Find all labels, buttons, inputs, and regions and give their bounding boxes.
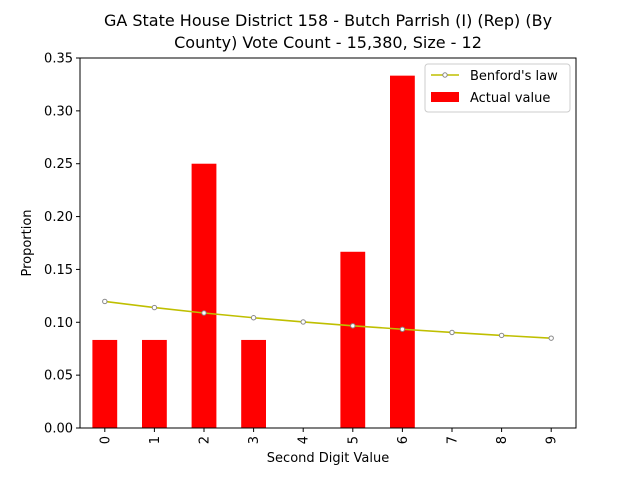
y-tick-label: 0.15 — [44, 263, 73, 278]
y-tick-label: 0.20 — [44, 210, 73, 225]
y-tick-label: 0.30 — [44, 104, 73, 119]
benford-point-3 — [250, 315, 257, 321]
x-axis: 0 1 2 3 4 5 6 7 8 9 — [98, 428, 560, 444]
bar-digit-3 — [241, 339, 266, 428]
benford-line-group — [102, 298, 554, 341]
bar-digit-0 — [92, 339, 118, 428]
benford-point-5 — [350, 323, 356, 329]
plot-frame — [79, 57, 577, 429]
legend-label-actual: Actual value — [470, 91, 550, 106]
legend: Benford's law Actual value — [424, 63, 571, 113]
x-tick-label: 1 — [148, 436, 163, 444]
legend-label-benford: Benford's law — [470, 69, 558, 84]
bar-digit-5 — [340, 251, 366, 428]
x-tick-label: 2 — [198, 436, 213, 444]
y-tick-label: 0.05 — [44, 369, 73, 384]
chart-title-line-1: GA State House District 158 - Butch Parr… — [103, 11, 553, 30]
benford-point-1 — [151, 304, 158, 311]
bars-group — [92, 75, 415, 428]
x-tick-label: 8 — [495, 436, 510, 444]
x-tick-label: 6 — [396, 436, 411, 444]
x-tick-label: 5 — [346, 436, 361, 444]
legend-bar-swatch — [431, 92, 459, 102]
benford-point-6 — [399, 326, 406, 332]
x-tick-label: 0 — [98, 436, 113, 444]
y-tick-label: 0.00 — [44, 422, 73, 437]
x-tick-label: 3 — [247, 436, 262, 444]
y-axis-label: Proportion — [20, 209, 35, 276]
benford-point-4 — [300, 319, 306, 325]
bar-digit-6 — [390, 75, 415, 428]
x-axis-label: Second Digit Value — [267, 451, 389, 466]
legend-line-marker — [442, 72, 448, 78]
x-tick-label: 9 — [545, 436, 560, 444]
y-tick-label: 0.35 — [44, 52, 73, 67]
legend-box — [424, 63, 571, 113]
benford-point-9 — [548, 335, 554, 341]
benford-line — [104, 300, 552, 339]
benford-point-8 — [498, 332, 505, 339]
x-tick-label: 7 — [446, 436, 461, 444]
y-axis: 0.00 0.05 0.10 0.15 0.20 0.25 0.30 0.35 — [44, 52, 80, 437]
bar-digit-2 — [191, 163, 217, 428]
y-tick-label: 0.25 — [44, 157, 73, 172]
benford-point-7 — [449, 329, 455, 336]
benford-point-0 — [102, 298, 108, 305]
chart-title-line-2: County) Vote Count - 15,380, Size - 12 — [174, 33, 482, 52]
x-tick-label: 4 — [297, 436, 312, 444]
y-tick-label: 0.10 — [44, 316, 73, 331]
benford-point-2 — [201, 310, 207, 316]
chart-title: GA State House District 158 - Butch Parr… — [0, 10, 640, 54]
bar-digit-1 — [142, 339, 167, 428]
